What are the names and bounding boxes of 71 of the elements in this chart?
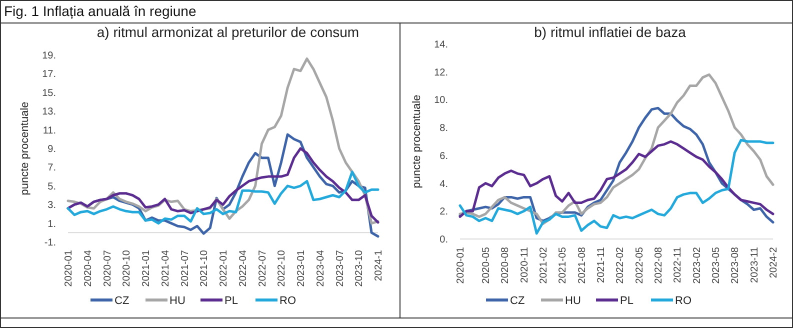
x-tick-label: 2024-1 xyxy=(374,250,384,282)
y-tick-label: 2. xyxy=(440,206,448,218)
legend-label: CZ xyxy=(510,294,525,307)
legend-label: RO xyxy=(675,294,692,307)
y-tick-label: 11. xyxy=(42,125,56,136)
y-tick-label: 5. xyxy=(48,181,56,192)
x-tick-label: 2023-04 xyxy=(315,250,326,287)
x-tick-label: 2023-05 xyxy=(711,246,722,284)
x-tick-label: 2021-11 xyxy=(596,246,608,283)
x-tick-label: 2021-08 xyxy=(576,246,588,284)
y-tick-label: 1. xyxy=(48,218,56,230)
x-tick-label: 2022-05 xyxy=(634,246,646,284)
x-tick-label: 2022-02 xyxy=(615,246,626,284)
y-tick-label: 6. xyxy=(440,150,448,162)
x-tick-label: 2021-02 xyxy=(538,246,550,284)
x-tick-label: 2022-01 xyxy=(218,250,230,287)
x-tick-label: 2022-08 xyxy=(654,246,665,284)
y-axis-title: puncte procentuale xyxy=(411,94,423,188)
legend-label: CZ xyxy=(114,294,130,307)
legend-label: HU xyxy=(170,294,186,307)
line-series xyxy=(66,170,380,225)
y-tick-label: 9. xyxy=(48,144,56,155)
x-tick-label: 2023-08 xyxy=(730,246,742,284)
line-series xyxy=(458,138,774,235)
x-tick-label: 2023-10 xyxy=(354,250,366,287)
y-tick-label: 4. xyxy=(440,178,448,190)
x-tick-label: 2024-2 xyxy=(768,246,780,278)
y-tick-label: 14. xyxy=(434,40,448,50)
x-tick-label: 2021-05 xyxy=(558,246,569,284)
x-tick-label: 2021-10 xyxy=(199,250,210,287)
x-tick-label: 2020-01 xyxy=(456,246,466,284)
y-tick-label: 15. xyxy=(42,88,56,99)
line-series xyxy=(66,147,380,224)
x-tick-label: 2022-10 xyxy=(276,250,288,287)
x-tick-label: 2022-07 xyxy=(257,250,268,287)
x-tick-label: 2023-11 xyxy=(749,246,760,283)
legend-label: PL xyxy=(620,294,634,307)
legend-label: HU xyxy=(565,294,581,307)
legend-label: PL xyxy=(224,294,238,307)
x-tick-label: 2020-07 xyxy=(102,250,114,287)
x-tick-label: 2021-01 xyxy=(141,250,152,287)
x-tick-label: 2022-04 xyxy=(238,250,249,287)
x-tick-label: 2022-11 xyxy=(672,246,684,283)
y-axis-title: puncte procentuale xyxy=(19,102,31,196)
line-series xyxy=(458,73,774,225)
x-tick-label: 2020-10 xyxy=(122,250,133,287)
line-series xyxy=(458,140,774,218)
caption: Fig. 1 Inflația anuală în regiune xyxy=(4,3,196,19)
x-tick-label: 2020-08 xyxy=(500,246,512,284)
y-tick-label: 19. xyxy=(42,50,56,62)
y-tick-label: 10. xyxy=(434,95,448,106)
y-tick-label: 13. xyxy=(42,106,56,118)
y-tick-label: 17. xyxy=(42,69,56,80)
x-tick-label: 2020-04 xyxy=(82,250,94,287)
x-tick-label: 2023-02 xyxy=(692,246,703,284)
x-tick-label: 2023-07 xyxy=(334,250,346,287)
chart-title: b) ritmul inflatiei de baza xyxy=(534,24,686,40)
y-tick-label: 12. xyxy=(434,67,448,78)
x-tick-label: 2023-01 xyxy=(296,250,307,287)
y-tick-label: 3. xyxy=(48,200,56,212)
x-tick-label: 2020-11 xyxy=(519,246,530,283)
x-tick-label: 2020-01 xyxy=(64,250,74,287)
x-tick-label: 2020-05 xyxy=(481,246,492,284)
x-tick-label: 2021-04 xyxy=(160,250,172,287)
y-tick-label: 8. xyxy=(440,123,448,134)
y-tick-label: 0. xyxy=(440,234,448,246)
y-tick-label: 7. xyxy=(48,162,56,174)
legend-label: RO xyxy=(280,294,296,307)
y-tick-label: -1. xyxy=(44,238,56,248)
x-tick-label: 2021-07 xyxy=(180,250,191,287)
chart-title: a) ritmul armonizat al preturilor de consum xyxy=(96,24,360,40)
